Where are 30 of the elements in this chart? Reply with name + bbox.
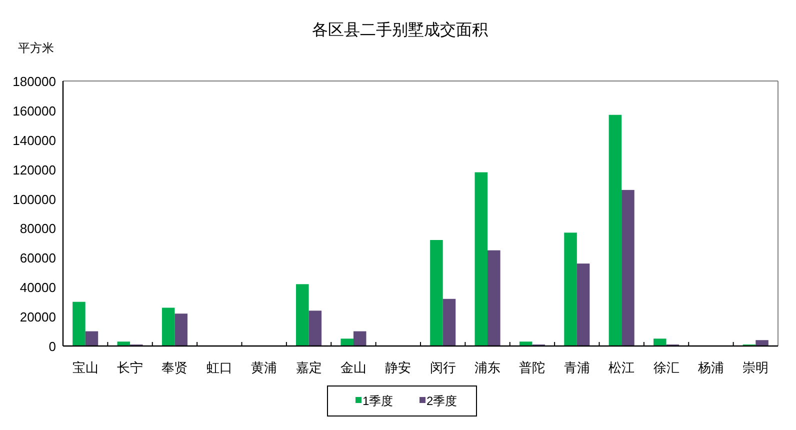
- x-tick-label: 普陀: [519, 360, 546, 375]
- x-tick-label: 金山: [340, 360, 366, 375]
- x-tick-label: 崇明: [742, 360, 769, 375]
- x-tick-label: 浦东: [474, 360, 501, 375]
- x-tick-label: 松江: [608, 360, 635, 375]
- title: 各区县二手别墅成交面积: [312, 22, 488, 39]
- y-tick-label: 60000: [20, 250, 56, 266]
- y-tick-label: 180000: [12, 74, 56, 89]
- x-tick-label: 杨浦: [696, 360, 724, 375]
- y-tick-label: 40000: [20, 280, 56, 296]
- y-tick-label: 140000: [12, 132, 56, 148]
- x-tick-label: 虹口: [206, 360, 232, 375]
- legend-label: 1季度: [362, 394, 394, 408]
- x-tick-label: 青浦: [564, 360, 590, 375]
- x-tick-label: 黄浦: [251, 360, 278, 375]
- y-tick-label: 160000: [12, 103, 56, 118]
- x-tick-label: 徐汇: [653, 360, 680, 375]
- y-tick-label: 100000: [12, 192, 56, 207]
- x-tick-label: 静安: [385, 360, 412, 375]
- y-tick-label: 120000: [12, 162, 56, 178]
- y-tick-label: 20000: [20, 310, 56, 325]
- y-tick-label: 0: [48, 339, 56, 354]
- y-tick-label: 80000: [20, 221, 56, 236]
- legend-label: 2季度: [426, 394, 458, 408]
- x-tick-label: 宝山: [72, 360, 98, 375]
- x-tick-label: 嘉定: [296, 360, 322, 375]
- x-tick-label: 闵行: [430, 360, 456, 375]
- x-tick-label: 奉贤: [162, 360, 188, 375]
- x-tick-label: 长宁: [117, 360, 144, 375]
- ylabel: 平方米: [18, 41, 54, 55]
